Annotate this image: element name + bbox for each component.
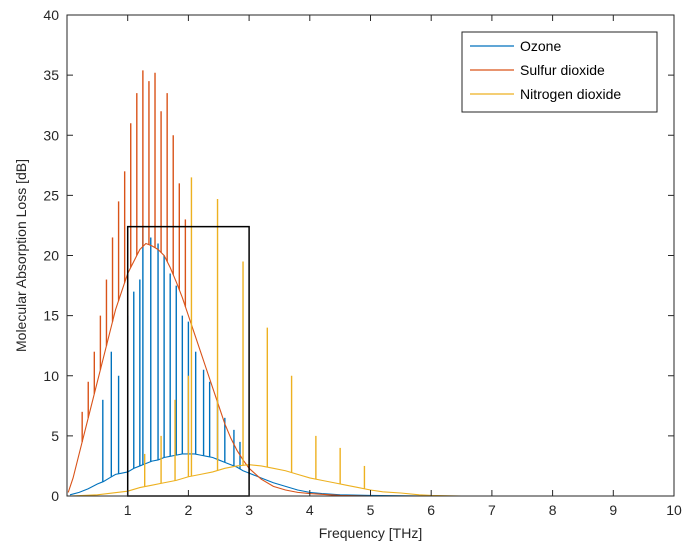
x-tick-label: 7 (488, 502, 496, 518)
series-line (70, 464, 674, 496)
legend-label: Nitrogen dioxide (520, 86, 621, 102)
legend: Ozone Sulfur dioxide Nitrogen dioxide (461, 31, 658, 113)
y-tick-label: 0 (51, 488, 59, 504)
y-tick-label: 30 (43, 127, 59, 143)
y-tick-label: 25 (43, 187, 59, 203)
y-axis-title: Molecular Absorption Loss [dB] (13, 159, 29, 352)
legend-label: Ozone (520, 38, 561, 54)
legend-box (461, 31, 658, 113)
y-tick-label: 40 (43, 7, 59, 23)
x-tick-label: 10 (666, 502, 682, 518)
y-tick-label: 10 (43, 368, 59, 384)
x-tick-label: 8 (549, 502, 557, 518)
series-layer (67, 70, 674, 496)
x-tick-label: 1 (124, 502, 132, 518)
series-sulfur-dioxide (67, 70, 674, 496)
x-tick-label: 9 (609, 502, 617, 518)
y-tick-label: 15 (43, 308, 59, 324)
y-tick-label: 5 (51, 428, 59, 444)
series-nitrogen-dioxide (70, 177, 674, 496)
y-tick-label: 35 (43, 67, 59, 83)
y-tick-label: 20 (43, 248, 59, 264)
series-line (69, 453, 674, 496)
axes-layer: 1 2 3 4 5 6 7 8 9 10 0 5 10 15 20 25 30 35 40 (43, 7, 682, 518)
legend-label: Sulfur dioxide (520, 62, 605, 78)
x-tick-label: 6 (427, 502, 435, 518)
x-tick-label: 4 (306, 502, 314, 518)
x-tick-label: 3 (245, 502, 253, 518)
x-tick-label: 2 (185, 502, 193, 518)
x-tick-label: 5 (367, 502, 375, 518)
x-axis-title: Frequency [THz] (319, 525, 422, 541)
